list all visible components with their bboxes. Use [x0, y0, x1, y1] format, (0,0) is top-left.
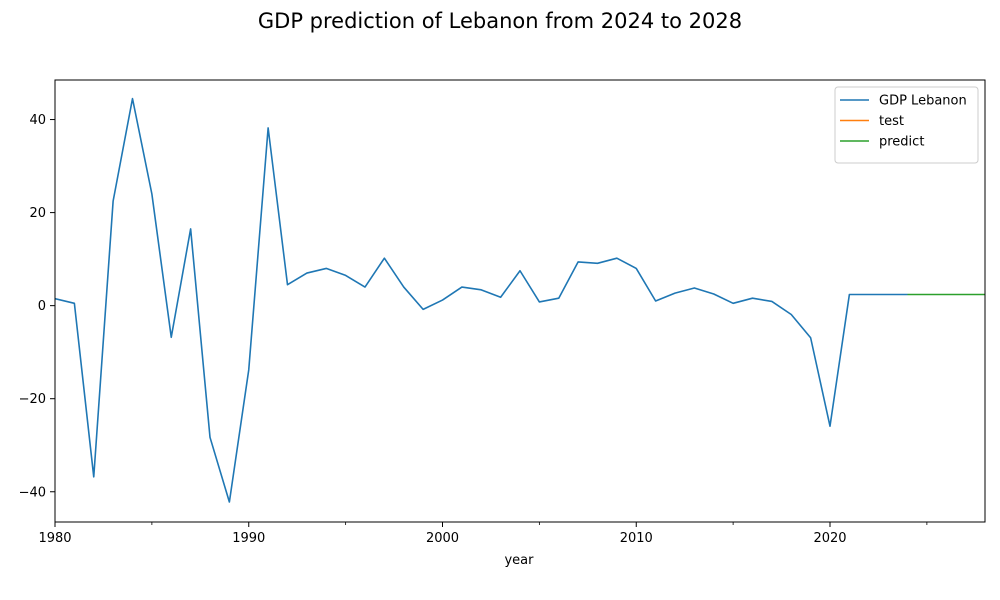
- legend-label: predict: [879, 135, 924, 150]
- x-tick-label: 2010: [620, 531, 653, 546]
- y-axis: −40 −20 0 20 40: [19, 113, 55, 500]
- x-tick-label: 2000: [426, 531, 459, 546]
- series-line-gdp-lebanon: [55, 97, 908, 503]
- x-tick-label: 1980: [38, 531, 71, 546]
- x-axis-label: year: [504, 553, 534, 568]
- y-tick-label: −40: [19, 485, 46, 500]
- legend-box: [834, 86, 979, 164]
- plot-frame: [54, 79, 986, 523]
- plot-lines: [55, 97, 985, 503]
- y-tick-label: 0: [38, 299, 46, 314]
- legend-label: test: [879, 114, 904, 129]
- legend-label: GDP Lebanon: [879, 94, 967, 109]
- x-tick-label: 2020: [813, 531, 846, 546]
- y-tick-label: 20: [29, 206, 46, 221]
- y-tick-label: 40: [29, 113, 46, 128]
- legend: GDP Lebanon test predict: [834, 86, 979, 164]
- x-tick-label: 1990: [232, 531, 265, 546]
- x-axis: 1980 1990 2000 2010 2020: [38, 522, 928, 546]
- chart-title: GDP prediction of Lebanon from 2024 to 2…: [258, 9, 742, 33]
- y-tick-label: −20: [19, 392, 46, 407]
